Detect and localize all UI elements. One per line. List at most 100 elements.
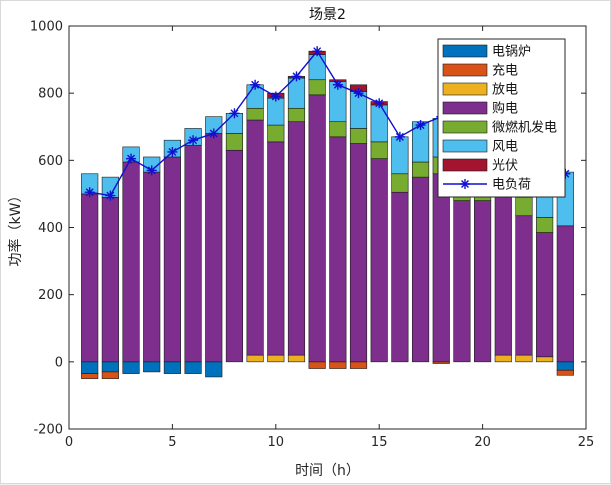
y-tick-label: 400 — [38, 221, 63, 236]
bar-segment — [391, 136, 409, 175]
bar-segment — [122, 161, 140, 363]
line-point-marker — [353, 88, 364, 99]
bar-segment — [515, 196, 533, 217]
bar-segment — [515, 354, 533, 363]
line-point-marker — [105, 190, 116, 201]
bar-segment — [267, 97, 285, 126]
y-tick-label: 1000 — [30, 20, 63, 35]
line-point-marker — [167, 146, 178, 157]
bar-segment — [391, 191, 409, 363]
bar-segment — [287, 121, 306, 356]
legend-swatch — [442, 63, 488, 77]
legend-entry: 风电 — [442, 140, 518, 155]
legend-label: 电负荷 — [492, 178, 531, 193]
bar-segment — [370, 158, 388, 363]
line-point-marker — [291, 71, 302, 82]
bar-segment — [556, 369, 574, 376]
legend-entry: 充电 — [442, 63, 518, 79]
bar-segment — [536, 356, 554, 363]
bar-segment — [494, 354, 512, 363]
bar-segment — [122, 361, 140, 374]
line-point-marker — [415, 120, 426, 131]
legend-entry: 购电 — [442, 101, 518, 117]
bar-segment — [287, 354, 306, 363]
bar-segment — [556, 225, 574, 363]
bar-segment — [246, 107, 264, 121]
bar-segment — [205, 133, 223, 363]
chart-title: 场景2 — [309, 7, 346, 23]
legend-label: 光伏 — [492, 159, 518, 174]
bar-segment — [246, 354, 264, 363]
line-point-marker — [146, 165, 157, 176]
y-axis-label: 功率（kW） — [7, 189, 24, 267]
bar-segment — [329, 136, 347, 363]
bar-segment — [81, 193, 99, 363]
legend-label: 购电 — [492, 101, 518, 117]
bar-segment — [515, 215, 533, 356]
bar-segment — [143, 361, 161, 373]
bar-segment — [267, 354, 285, 363]
legend-label: 充电 — [492, 63, 518, 79]
bar-segment — [225, 149, 244, 363]
bar-segment — [556, 361, 574, 371]
legend-entry: 放电 — [442, 82, 518, 98]
legend-swatch — [442, 101, 488, 115]
line-point-marker — [126, 153, 137, 164]
bar-segment — [184, 361, 202, 374]
bar-segment — [163, 156, 181, 363]
bar-segment — [391, 173, 409, 193]
y-tick-label: 200 — [38, 288, 63, 303]
bar-segment — [494, 195, 512, 356]
x-tick-label: 10 — [268, 435, 285, 450]
bar-segment — [349, 128, 368, 144]
line-point-marker — [332, 79, 343, 90]
legend-label: 放电 — [492, 83, 518, 98]
bar-segment — [308, 79, 326, 96]
y-tick-label: -200 — [33, 423, 63, 438]
y-tick-label: 600 — [38, 154, 63, 169]
bar-segment — [536, 232, 554, 358]
bar-segment — [163, 361, 181, 374]
line-point-marker — [270, 91, 281, 102]
legend-entry: 电负荷 — [443, 178, 531, 193]
y-tick-label: 0 — [55, 355, 63, 370]
line-point-marker — [394, 131, 405, 142]
bar-segment — [101, 196, 119, 363]
bar-segment — [474, 200, 492, 363]
x-tick-label: 5 — [168, 435, 176, 450]
bar-segment — [205, 361, 223, 378]
bar-segment — [432, 173, 450, 363]
bar-segment — [370, 141, 388, 159]
bar-segment — [411, 161, 430, 178]
bar-segment — [329, 361, 347, 369]
legend-swatch — [442, 120, 488, 134]
line-point-marker — [208, 128, 219, 139]
bar-segment — [81, 373, 99, 379]
legend-entry: 微燃机发电 — [442, 120, 557, 136]
line-point-marker — [229, 108, 240, 119]
legend-swatch — [442, 82, 488, 96]
bar-segment — [143, 171, 161, 363]
bar-segment — [349, 361, 368, 369]
bar-segment — [411, 176, 430, 363]
bar-segment — [453, 200, 471, 363]
bar-segment — [370, 104, 388, 143]
bar-segment — [184, 144, 202, 363]
legend-label: 风电 — [492, 140, 518, 155]
bar-segment — [267, 124, 285, 143]
line-point-marker — [250, 79, 261, 90]
bar-segment — [267, 141, 285, 356]
bars-layer — [81, 50, 574, 379]
bar-segment — [246, 119, 264, 356]
legend-label: 微燃机发电 — [492, 120, 557, 136]
x-axis-label: 时间（h） — [295, 463, 360, 479]
x-tick-label: 0 — [65, 435, 73, 450]
line-point-marker — [188, 135, 199, 146]
x-tick-label: 15 — [371, 435, 388, 450]
line-point-marker — [460, 179, 470, 189]
bar-segment — [287, 107, 306, 123]
